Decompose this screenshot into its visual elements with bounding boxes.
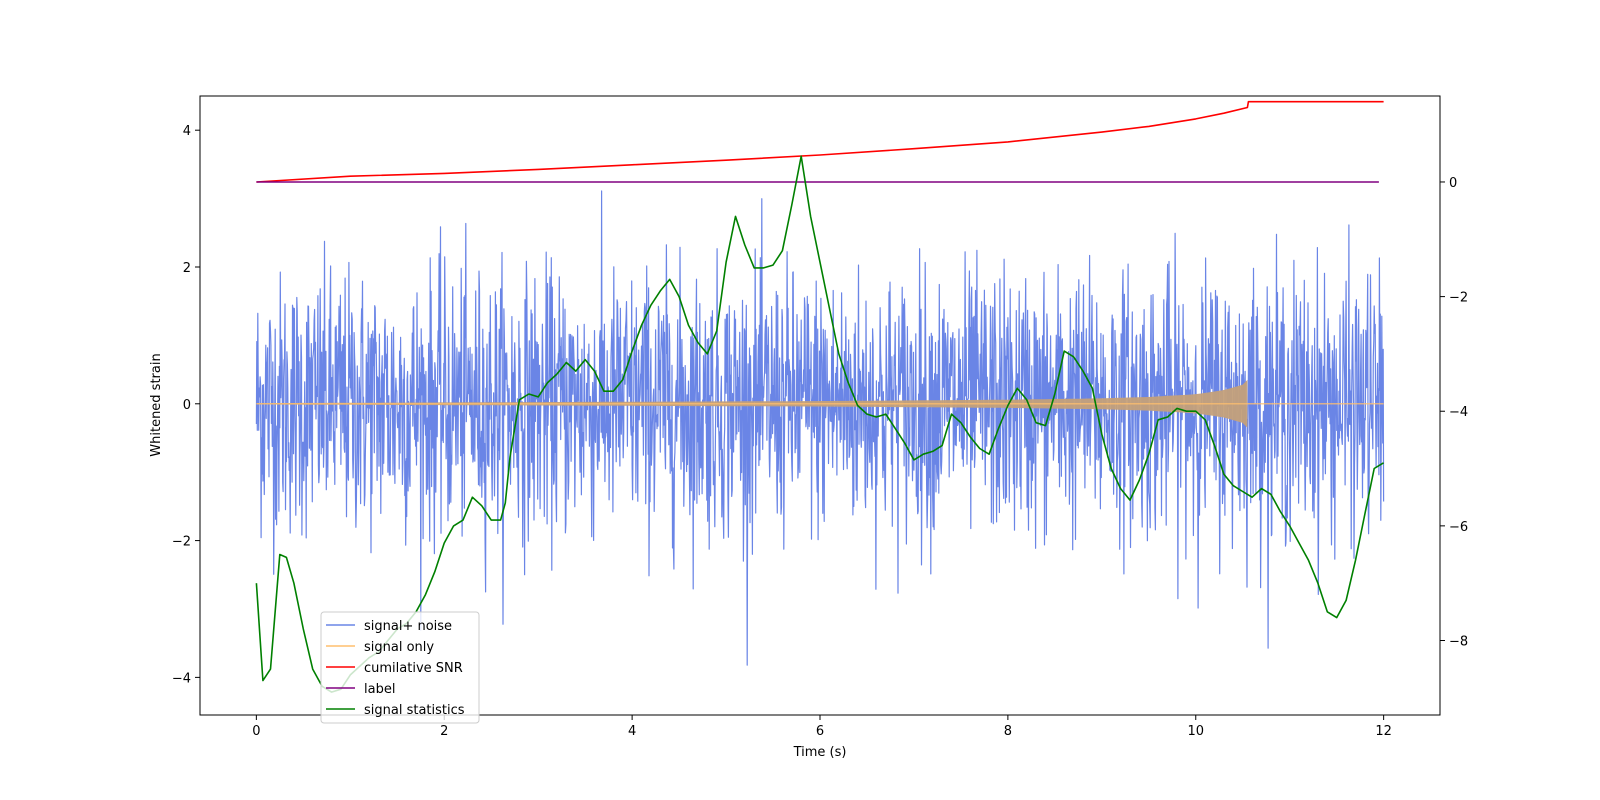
x-tick-label: 8: [1004, 724, 1012, 739]
x-axis-title: Time (s): [793, 745, 847, 760]
y-axis-title: Whitened strain: [149, 353, 164, 456]
series-signal-statistics: [255, 155, 1385, 693]
series-signal-noise: [255, 190, 1385, 666]
legend-label-signal-only: signal only: [364, 640, 434, 655]
legend-label-cumilative-snr: cumilative SNR: [364, 661, 463, 676]
plot-area: [255, 100, 1385, 693]
x-tick-label: 4: [628, 724, 636, 739]
legend-label-label: label: [364, 682, 395, 697]
x-tick-label: 6: [816, 724, 824, 739]
x-tick-label: 12: [1375, 724, 1392, 739]
legend-frame: [320, 611, 480, 724]
legend-label-signal-noise: signal+ noise: [364, 619, 452, 634]
x-tick-label: 2: [440, 724, 448, 739]
legend-label-signal-statistics: signal statistics: [364, 703, 465, 718]
x-tick-label: 10: [1187, 724, 1204, 739]
y-tick-label: 4: [183, 124, 191, 139]
legend: signal+ noise signal only cumilative SNR…: [320, 611, 480, 724]
y2-tick-label: −2: [1449, 291, 1468, 306]
y-tick-label: 2: [183, 261, 191, 276]
y2-tick-label: −4: [1449, 405, 1468, 420]
series-cumilative-snr: [256, 100, 1384, 183]
x-tick-label: 0: [252, 724, 260, 739]
y2-tick-label: −6: [1449, 520, 1468, 535]
y-tick-label: 0: [183, 398, 191, 413]
y2-tick-label: −8: [1449, 634, 1468, 649]
y-tick-label: −2: [172, 535, 191, 550]
y-tick-label: −4: [172, 671, 191, 686]
y2-tick-label: 0: [1449, 176, 1457, 191]
axes: 0 2 4 6 8 10 12 −4 −2 0 2 4 −8 −6 −4 −2 0: [172, 124, 1468, 739]
